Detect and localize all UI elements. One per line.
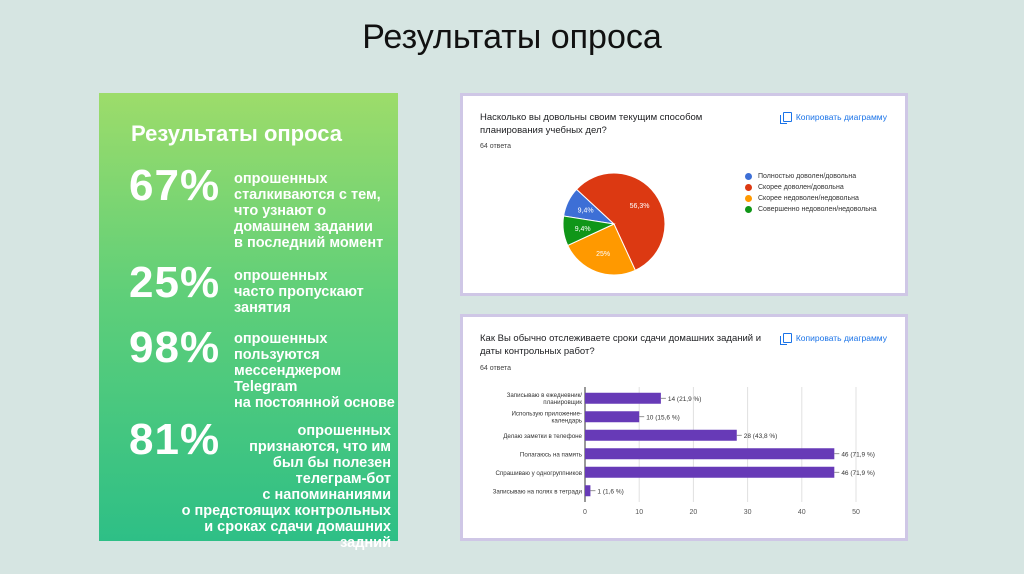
legend-dot bbox=[745, 195, 752, 202]
x-tick-label: 30 bbox=[744, 509, 752, 516]
stat-value-2: 25% bbox=[129, 258, 221, 307]
category-label: Полагаюсь на память bbox=[520, 451, 582, 458]
stat-text-4: опрошенных признаются, что им был бы пол… bbox=[181, 423, 391, 551]
category-label: Записываю на полях в тетради bbox=[493, 488, 583, 495]
x-tick-label: 0 bbox=[583, 509, 587, 516]
pie-chart: 9,4% 56,3% 25% 9,4% bbox=[562, 172, 666, 276]
legend-item-3: Совершенно недоволен/недовольна bbox=[745, 204, 877, 215]
pie-question-title: Насколько вы довольны своим текущим спос… bbox=[480, 112, 703, 136]
bar bbox=[585, 466, 835, 478]
copy-icon bbox=[779, 333, 792, 345]
stat-value-1: 67% bbox=[129, 161, 221, 210]
category-label: Спрашиваю у одногруппников bbox=[495, 470, 582, 477]
bar bbox=[585, 429, 737, 441]
bar bbox=[585, 392, 661, 404]
bar bbox=[585, 411, 640, 423]
bar-value-label: 28 (43,8 %) bbox=[744, 433, 778, 440]
stat-text-2: опрошенных часто пропускают занятия bbox=[234, 268, 364, 316]
copy-chart-label: Копировать диаграмму bbox=[795, 333, 887, 343]
pie-response-count: 64 ответа bbox=[480, 143, 511, 150]
bar-response-count: 64 ответа bbox=[480, 365, 511, 372]
pie-chart-card: Насколько вы довольны своим текущим спос… bbox=[460, 93, 908, 296]
legend-item-2: Скорее недоволен/недовольна bbox=[745, 193, 877, 204]
pie-slice-1 bbox=[575, 172, 666, 271]
survey-summary-panel: Результаты опроса 67% опрошенных сталкив… bbox=[99, 93, 398, 551]
bar-value-label: 46 (71,9 %) bbox=[841, 470, 875, 477]
stat-value-3: 98% bbox=[129, 323, 221, 372]
stat-text-3: опрошенных пользуются мессенджером Teleg… bbox=[234, 331, 395, 411]
x-tick-label: 10 bbox=[635, 509, 643, 516]
legend-dot bbox=[745, 206, 752, 213]
legend-label: Скорее доволен/довольна bbox=[758, 184, 844, 191]
copy-icon bbox=[779, 112, 792, 124]
pie-slice-2 bbox=[567, 223, 636, 276]
pie-slice-label-2: 25% bbox=[596, 251, 610, 258]
pie-slice-label-0: 9,4% bbox=[578, 208, 594, 215]
bar-value-label: 10 (15,6 %) bbox=[646, 414, 680, 421]
x-tick-label: 40 bbox=[798, 509, 806, 516]
copy-chart-label: Копировать диаграмму bbox=[795, 112, 887, 122]
stat-value-4: 81% bbox=[129, 415, 221, 464]
legend-item-1: Скорее доволен/довольна bbox=[745, 182, 877, 193]
bar-value-label: 46 (71,9 %) bbox=[841, 451, 875, 458]
bar bbox=[585, 448, 835, 460]
stat-text-1: опрошенных сталкиваются с тем, что узнаю… bbox=[234, 171, 384, 251]
legend-label: Совершенно недоволен/недовольна bbox=[758, 206, 877, 213]
x-tick-label: 20 bbox=[690, 509, 698, 516]
x-tick-label: 50 bbox=[852, 509, 860, 516]
category-label: Записываю в ежедневник/планировщик bbox=[507, 392, 583, 406]
legend-label: Скорее недоволен/недовольна bbox=[758, 195, 859, 202]
category-label: Делаю заметки в телефоне bbox=[503, 433, 582, 440]
bar-value-label: 14 (21,9 %) bbox=[668, 396, 702, 403]
pie-slice-3 bbox=[562, 215, 616, 247]
slide-title: Результаты опроса bbox=[362, 18, 662, 56]
legend-dot bbox=[745, 173, 752, 180]
legend-dot bbox=[745, 184, 752, 191]
copy-chart-button[interactable]: Копировать диаграмму bbox=[779, 112, 887, 124]
bar bbox=[585, 485, 591, 497]
pie-legend: Полностью доволен/довольна Скорее доволен… bbox=[745, 171, 877, 215]
bar-chart: 0 10 20 30 40 50 Записываю в ежедневник/планир… bbox=[493, 387, 875, 516]
bar-question-title: Как Вы обычно отслеживаете сроки сдачи д… bbox=[480, 333, 762, 357]
pie-slice-label-3: 9,4% bbox=[575, 226, 591, 233]
legend-item-0: Полностью доволен/довольна bbox=[745, 171, 877, 182]
category-label: Использую приложение-календарь bbox=[511, 410, 582, 424]
pie-slice-label-1: 56,3% bbox=[630, 203, 650, 210]
panel-title: Результаты опроса bbox=[131, 121, 342, 146]
bar-chart-card: Как Вы обычно отслеживаете сроки сдачи д… bbox=[460, 314, 908, 541]
legend-label: Полностью доволен/довольна bbox=[758, 173, 857, 180]
bar-value-label: 1 (1,6 %) bbox=[597, 488, 623, 495]
copy-chart-button-2[interactable]: Копировать диаграмму bbox=[779, 333, 887, 345]
